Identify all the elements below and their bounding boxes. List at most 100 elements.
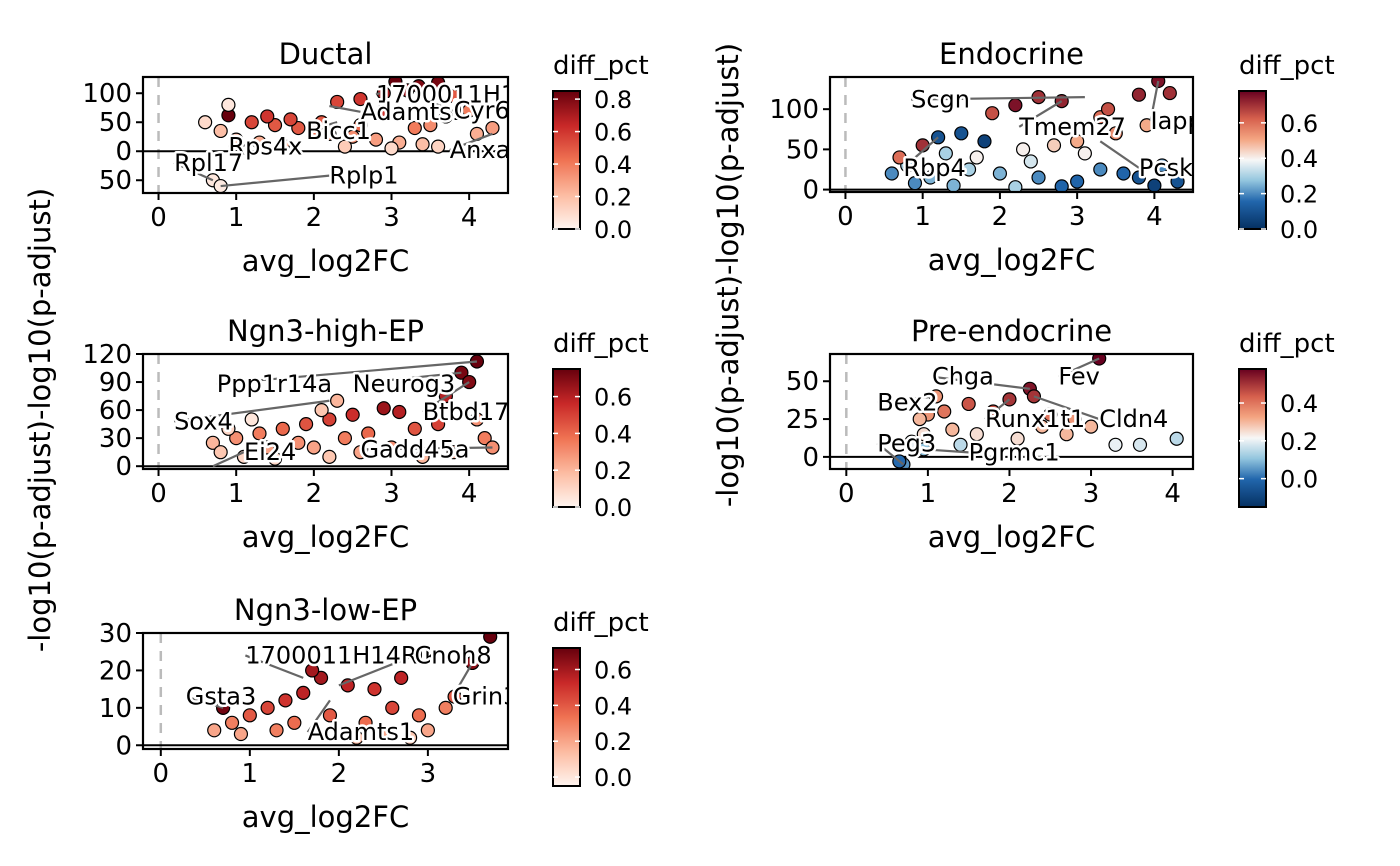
data-point	[269, 723, 284, 738]
colorbar-tick-label: 0.4	[1280, 145, 1318, 173]
data-point	[1067, 411, 1082, 427]
colorbar-tick-label: 0.2	[1280, 428, 1318, 456]
y-tick-label: 0	[802, 176, 819, 206]
data-point	[945, 422, 960, 437]
label-leader	[360, 446, 493, 451]
data-point	[407, 120, 422, 136]
gene-label: Ppp1r14a	[217, 370, 332, 398]
data-point	[938, 146, 953, 161]
gene-label: Rpl17	[174, 149, 243, 177]
data-point	[376, 726, 391, 742]
colorbar-tick-label: 0.0	[594, 494, 632, 522]
data-point	[337, 139, 353, 154]
data-point	[1046, 138, 1062, 153]
data-point	[892, 150, 907, 165]
label-leader	[911, 96, 1085, 101]
panel-title: Endocrine	[939, 37, 1084, 71]
data-point	[483, 633, 498, 644]
y-tick-label: 20	[99, 656, 132, 686]
data-point	[314, 402, 329, 418]
data-point	[358, 715, 373, 730]
data-point	[345, 129, 360, 144]
data-point	[907, 176, 923, 191]
x-tick-label: 0	[837, 202, 854, 232]
data-point	[946, 178, 961, 192]
y-tick-label: 30	[99, 619, 132, 649]
data-point	[969, 427, 984, 442]
data-point	[213, 123, 228, 139]
data-point	[291, 435, 306, 450]
x-tick-label: 0	[150, 479, 167, 509]
x-tick-label: 4	[461, 479, 478, 509]
panel-title: Pre-endocrine	[911, 314, 1112, 348]
data-point	[322, 708, 338, 723]
x-tick-label: 2	[1001, 479, 1018, 509]
colorbar-tick-label: 0.6	[594, 119, 632, 147]
gene-label: Cyr61	[454, 97, 525, 125]
gene-label: 1700011H14Rik	[376, 80, 569, 108]
data-point	[415, 449, 430, 464]
label-leader	[329, 104, 361, 113]
x-tick-label: 3	[1069, 202, 1086, 232]
data-point	[260, 700, 275, 715]
data-point	[1170, 174, 1185, 189]
x-tick-label: 0	[153, 759, 170, 789]
data-point	[977, 134, 992, 149]
y-tick-label: 0	[802, 443, 819, 473]
y-tick-label: 50	[99, 166, 132, 196]
data-point	[438, 109, 453, 124]
x-tick-label: 3	[1083, 479, 1100, 509]
data-point	[252, 426, 267, 441]
label-leader	[220, 174, 330, 188]
data-point	[376, 103, 391, 118]
data-point	[438, 700, 453, 715]
x-tick-label: 0	[150, 203, 167, 233]
data-point	[411, 708, 427, 723]
y-axis-label-right: -log10(p-adjust)-log10(p-adjust)	[711, 43, 745, 507]
gene-label: Iapp	[1151, 107, 1203, 135]
y-tick-label: 100	[769, 95, 819, 125]
data-point	[367, 682, 382, 697]
data-point	[283, 112, 298, 127]
data-point	[1162, 85, 1177, 101]
colorbar-tick-label: 0.0	[1280, 466, 1318, 494]
plot-area: Chga Fev Bex2 Runx1t1 Cldn4 Peg3 Pgrmc1	[830, 354, 1193, 469]
x-tick-label: 2	[992, 202, 1009, 232]
data-point	[407, 421, 422, 436]
y-tick-label: 120	[82, 340, 132, 370]
data-point	[1031, 170, 1046, 185]
colorbar-tick-label: 0.0	[594, 764, 632, 792]
data-point	[353, 118, 368, 133]
data-point	[205, 435, 220, 450]
label-leader	[352, 371, 462, 386]
colorbar-legend: diff_pct 0.6 0.4 0.2 0.0	[552, 329, 649, 522]
gene-label: Grin3a	[453, 683, 533, 711]
x-tick-label: 3	[383, 479, 400, 509]
x-axis-label: avg_log2FC	[242, 520, 409, 554]
gene-label: Rbp4	[903, 154, 965, 182]
label-leader	[212, 451, 245, 468]
label-leader	[449, 132, 493, 152]
label-leader	[902, 136, 939, 169]
label-leader	[876, 442, 905, 466]
y-tick-label: 50	[99, 108, 132, 138]
x-axis-label: avg_log2FC	[242, 244, 409, 278]
data-point	[221, 97, 236, 112]
data-point	[884, 166, 899, 181]
panel-title: Ngn3-low-EP	[234, 593, 417, 627]
data-point	[954, 126, 969, 141]
gene-label: Cnoh8	[415, 641, 492, 669]
y-tick-label: 50	[786, 367, 819, 397]
colorbar-legend: diff_pct 0.6 0.4 0.2 0.0	[552, 608, 649, 792]
data-point	[904, 434, 919, 449]
panel-title: Ngn3-high-EP	[227, 314, 424, 348]
gene-label: Adamts1	[360, 98, 467, 126]
label-leader	[244, 654, 304, 679]
colorbar-tick-label: 0.2	[594, 457, 632, 485]
data-point	[431, 77, 446, 90]
data-point	[233, 726, 249, 742]
data-point	[415, 137, 430, 152]
x-axis-label: avg_log2FC	[242, 800, 409, 834]
data-point	[388, 77, 403, 89]
